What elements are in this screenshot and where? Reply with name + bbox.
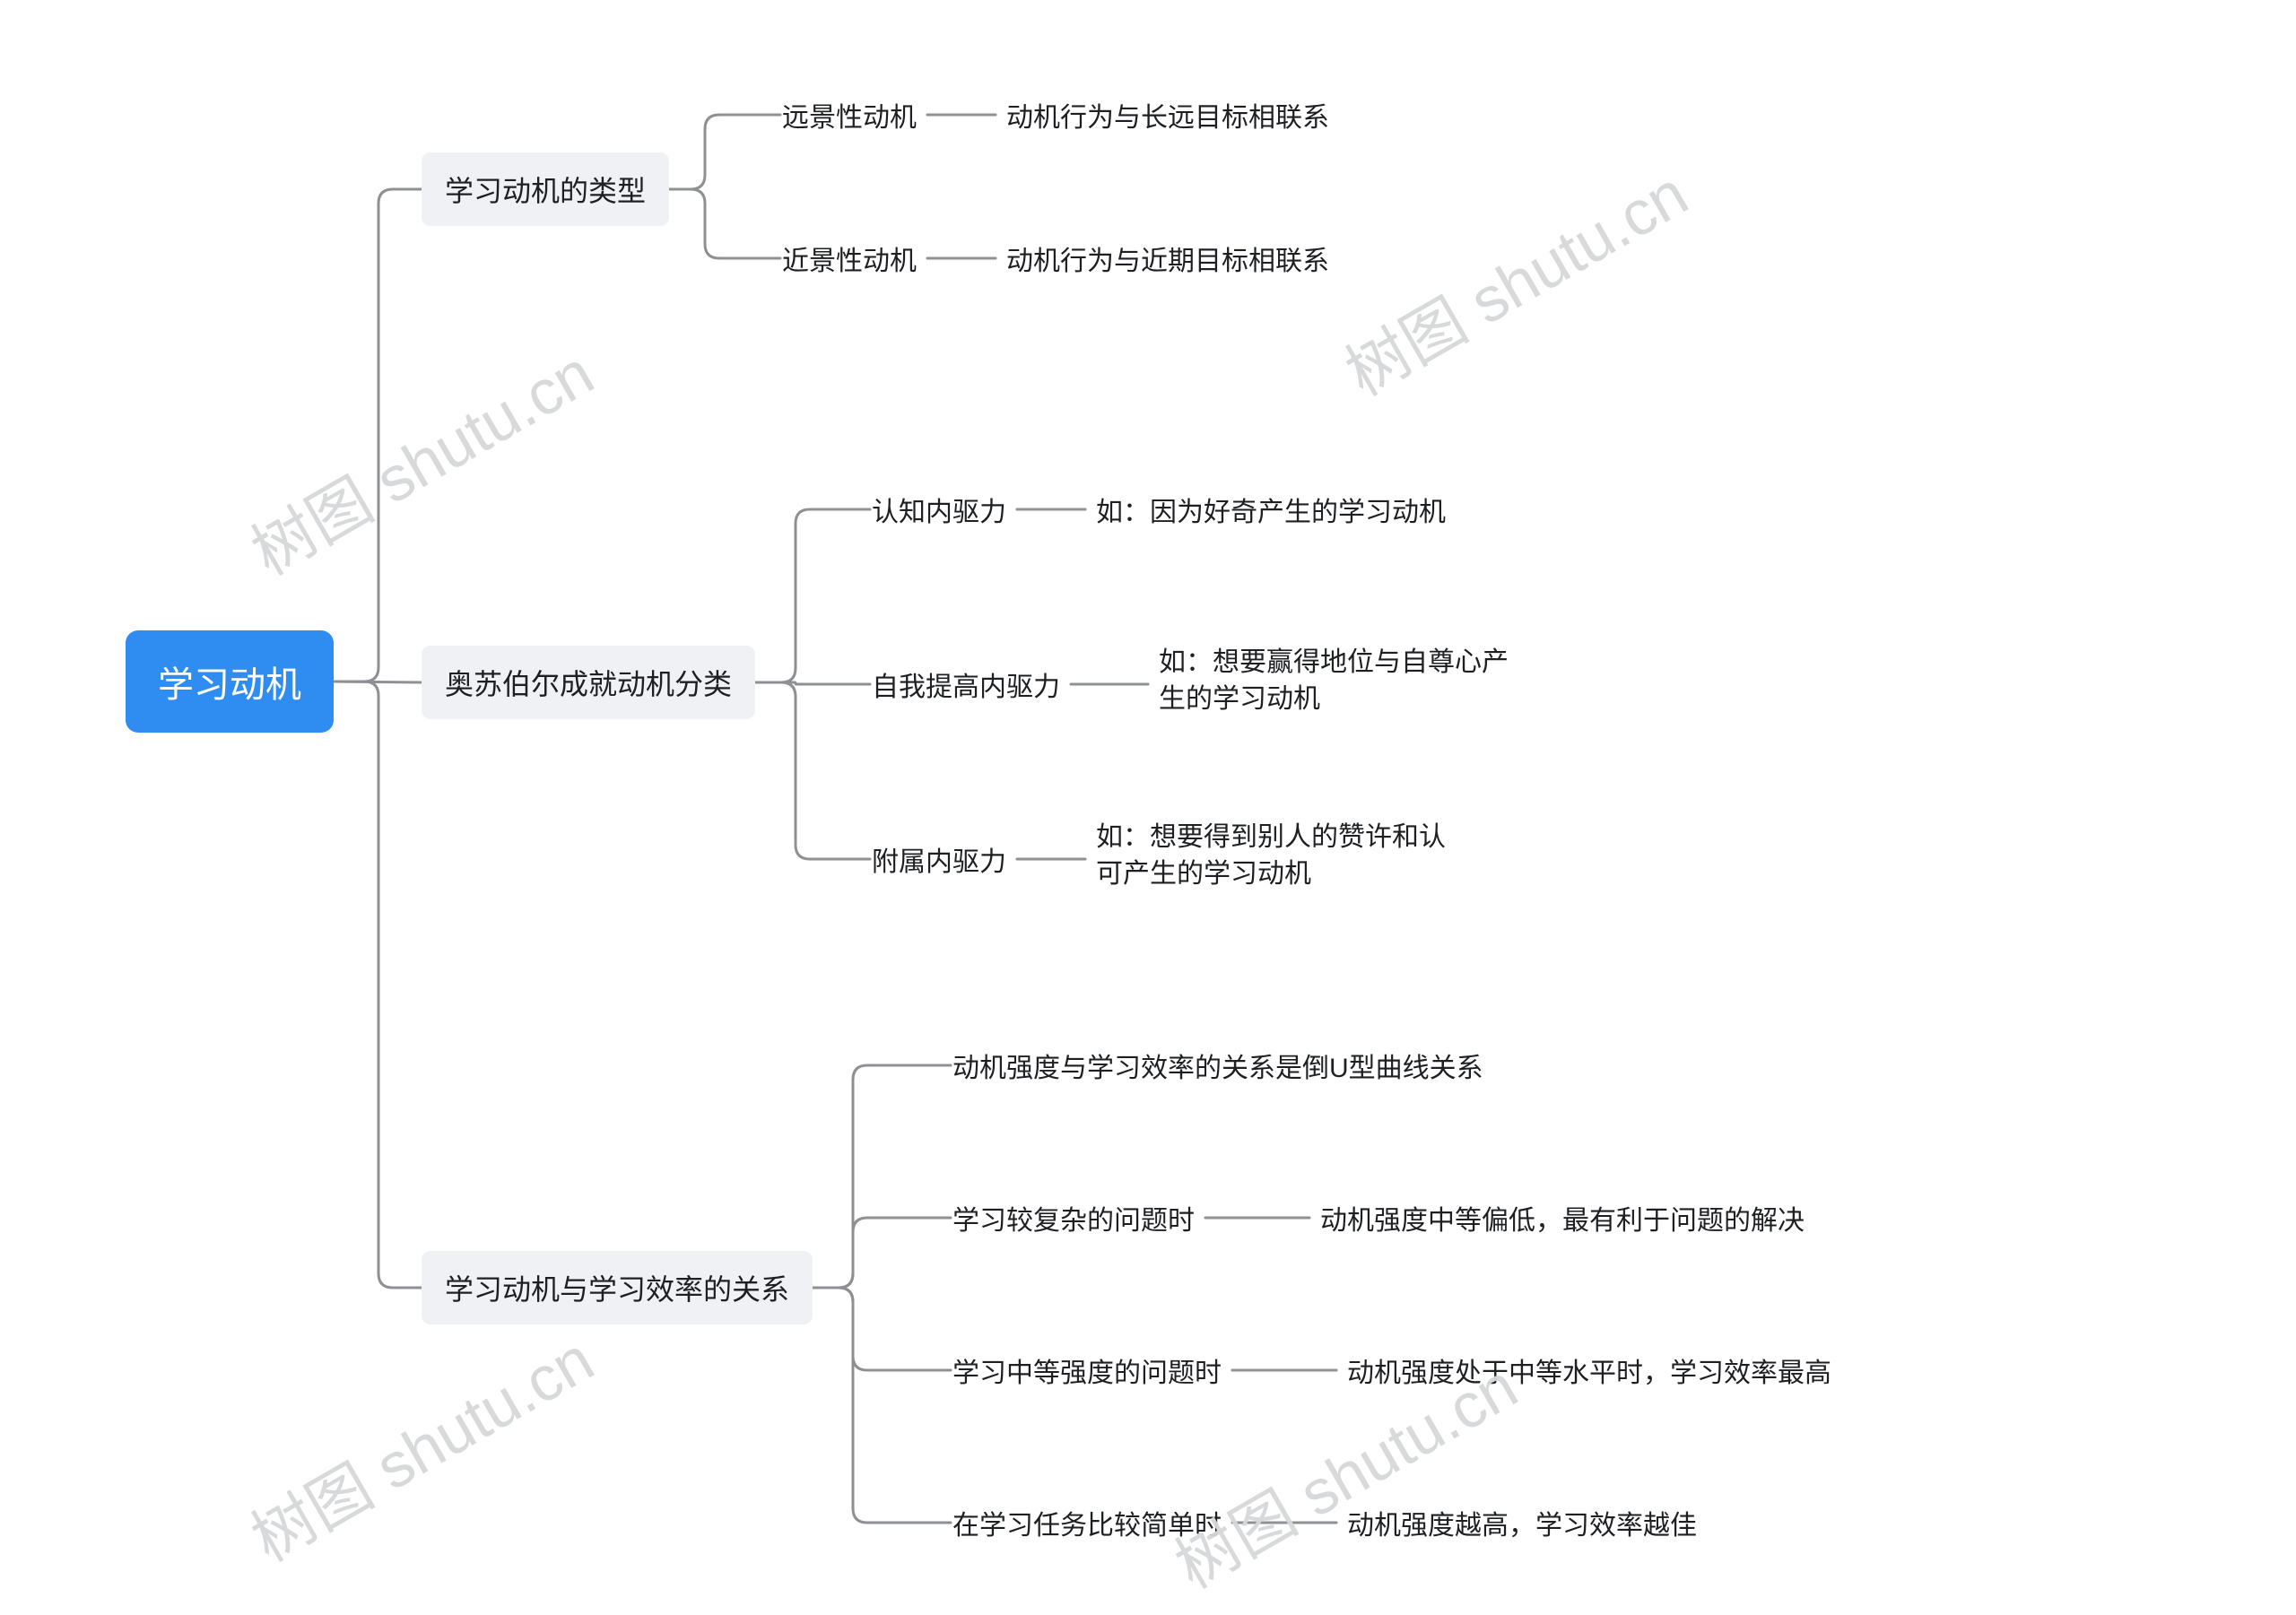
leaf-node[interactable]: 近景性动机 bbox=[780, 233, 918, 283]
leaf-label: 自我提高内驱力 bbox=[872, 664, 1060, 704]
leaf-label: 学习中等强度的问题时 bbox=[952, 1350, 1222, 1390]
leaf-label: 远景性动机 bbox=[782, 95, 917, 135]
leaf-label: 学习较复杂的问题时 bbox=[952, 1198, 1195, 1237]
leaf-label: 近景性动机 bbox=[782, 239, 917, 278]
leaf-detail: 动机强度中等偏低，最有利于问题的解决 bbox=[1318, 1193, 1806, 1243]
root-node[interactable]: 学习动机 bbox=[126, 630, 334, 733]
leaf-detail: 动机强度越高，学习效率越佳 bbox=[1345, 1498, 1699, 1548]
branch-label: 学习动机的类型 bbox=[445, 169, 646, 210]
leaf-detail: 动机强度处于中等水平时，学习效率最高 bbox=[1345, 1345, 1833, 1395]
branch-label: 学习动机与学习效率的关系 bbox=[445, 1267, 789, 1308]
leaf-node[interactable]: 学习较复杂的问题时 bbox=[951, 1193, 1196, 1243]
leaf-node[interactable]: 自我提高内驱力 bbox=[870, 659, 1062, 709]
leaf-node[interactable]: 远景性动机 bbox=[780, 90, 918, 140]
leaf-node[interactable]: 附属内驱力 bbox=[870, 834, 1008, 884]
watermark: 树图 shutu.cn bbox=[233, 1310, 608, 1579]
leaf-label: 动机强度与学习效率的关系是倒U型曲线关系 bbox=[952, 1046, 1483, 1085]
leaf-detail-text: 如：想要赢得地位与自尊心产生的学习动机 bbox=[1159, 645, 1514, 717]
leaf-detail-text: 动机行为与近期目标相联系 bbox=[1006, 239, 1329, 278]
leaf-detail: 如：因为好奇产生的学习动机 bbox=[1094, 484, 1448, 534]
leaf-label: 附属内驱力 bbox=[872, 839, 1006, 879]
branch-node[interactable]: 奥苏伯尔成就动机分类 bbox=[422, 646, 755, 719]
root-label: 学习动机 bbox=[158, 656, 301, 708]
branch-node[interactable]: 学习动机与学习效率的关系 bbox=[422, 1251, 813, 1324]
watermark: 树图 shutu.cn bbox=[1327, 144, 1702, 413]
branch-node[interactable]: 学习动机的类型 bbox=[422, 152, 669, 226]
leaf-detail-text: 动机强度越高，学习效率越佳 bbox=[1347, 1503, 1697, 1542]
leaf-detail: 动机行为与近期目标相联系 bbox=[1004, 233, 1331, 283]
leaf-detail-text: 动机强度中等偏低，最有利于问题的解决 bbox=[1320, 1198, 1805, 1237]
leaf-node[interactable]: 动机强度与学习效率的关系是倒U型曲线关系 bbox=[951, 1040, 1485, 1090]
leaf-detail-text: 如：因为好奇产生的学习动机 bbox=[1096, 490, 1446, 529]
leaf-label: 认知内驱力 bbox=[872, 490, 1006, 529]
leaf-detail-text: 动机强度处于中等水平时，学习效率最高 bbox=[1347, 1350, 1831, 1390]
leaf-detail-text: 如：想要得到别人的赞许和认可产生的学习动机 bbox=[1096, 820, 1451, 892]
watermark: 树图 shutu.cn bbox=[233, 324, 608, 593]
leaf-detail: 如：想要赢得地位与自尊心产生的学习动机 bbox=[1157, 641, 1516, 721]
leaf-detail-text: 动机行为与长远目标相联系 bbox=[1006, 95, 1329, 135]
branch-label: 奥苏伯尔成就动机分类 bbox=[445, 662, 732, 703]
leaf-node[interactable]: 认知内驱力 bbox=[870, 484, 1008, 534]
leaf-node[interactable]: 学习中等强度的问题时 bbox=[951, 1345, 1223, 1395]
leaf-node[interactable]: 在学习任务比较简单时 bbox=[951, 1498, 1223, 1548]
leaf-detail: 动机行为与长远目标相联系 bbox=[1004, 90, 1331, 140]
leaf-label: 在学习任务比较简单时 bbox=[952, 1503, 1222, 1542]
leaf-detail: 如：想要得到别人的赞许和认可产生的学习动机 bbox=[1094, 816, 1453, 896]
